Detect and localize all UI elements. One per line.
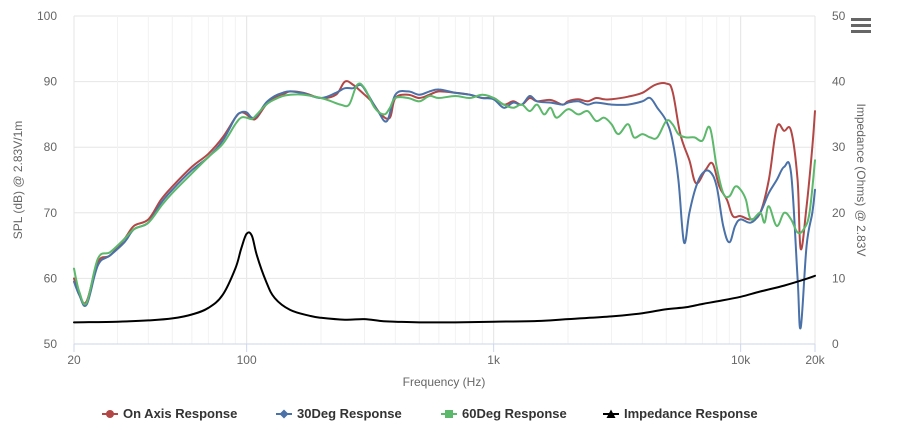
legend-triangle-marker-icon — [606, 409, 616, 418]
hamburger-menu-icon-bar — [851, 24, 871, 27]
legend-label: Impedance Response — [624, 406, 758, 421]
series-line-on-axis-response[interactable] — [73, 80, 816, 305]
y-right-tick-label: 40 — [832, 75, 846, 89]
legend-square-marker-icon — [445, 410, 453, 418]
legend-item-on-axis-response[interactable]: On Axis Response — [102, 406, 237, 421]
y-right-tick-label: 30 — [832, 140, 846, 154]
y-left-tick-label: 50 — [44, 337, 58, 351]
y-left-tick-label: 70 — [44, 206, 58, 220]
x-axis-title: Frequency (Hz) — [403, 375, 486, 389]
legend-diamond-marker-icon — [279, 409, 289, 419]
x-tick-label: 1k — [487, 353, 501, 367]
hamburger-menu-icon — [851, 18, 871, 21]
y-axis-left-title: SPL (dB) @ 2.83V/1m — [11, 121, 25, 239]
y-left-tick-label: 100 — [37, 9, 57, 23]
legend-label: On Axis Response — [123, 406, 237, 421]
y-left-tick-label: 80 — [44, 140, 58, 154]
y-right-tick-label: 0 — [832, 337, 839, 351]
y-right-tick-label: 50 — [832, 9, 846, 23]
y-right-tick-label: 10 — [832, 271, 846, 285]
chart-menu-button[interactable] — [848, 14, 874, 38]
legend-item-impedance-response[interactable]: Impedance Response — [603, 406, 758, 421]
y-axis-right-ticks: 0 10 20 30 40 50 — [832, 9, 846, 351]
series-line-60deg-response[interactable] — [73, 82, 816, 306]
y-axis-left-ticks: 50 60 70 80 90 100 — [37, 9, 57, 351]
series-lines — [73, 80, 816, 330]
legend: On Axis Response 30Deg Response 60Deg Resp… — [102, 406, 758, 421]
y-axis-right-title: Impedance (Ohms) @ 2.83V — [854, 104, 868, 257]
legend-label: 30Deg Response — [297, 406, 402, 421]
y-right-tick-label: 20 — [832, 206, 846, 220]
legend-item-30deg-response[interactable]: 30Deg Response — [276, 406, 402, 421]
series-line-30deg-response[interactable] — [73, 83, 816, 330]
legend-label: 60Deg Response — [462, 406, 567, 421]
legend-circle-marker-icon — [106, 410, 114, 418]
x-tick-label: 100 — [237, 353, 257, 367]
y-left-tick-label: 60 — [44, 271, 58, 285]
legend-item-60deg-response[interactable]: 60Deg Response — [441, 406, 567, 421]
x-tick-label: 10k — [731, 353, 751, 367]
series-line-impedance-response[interactable] — [73, 231, 816, 324]
x-tick-label: 20k — [805, 353, 825, 367]
gridlines — [73, 15, 816, 344]
x-tick-label: 20 — [67, 353, 81, 367]
x-axis-ticks: 20 100 1k 10k 20k — [67, 344, 826, 367]
hamburger-menu-icon-bar — [851, 30, 871, 33]
y-left-tick-label: 90 — [44, 75, 58, 89]
